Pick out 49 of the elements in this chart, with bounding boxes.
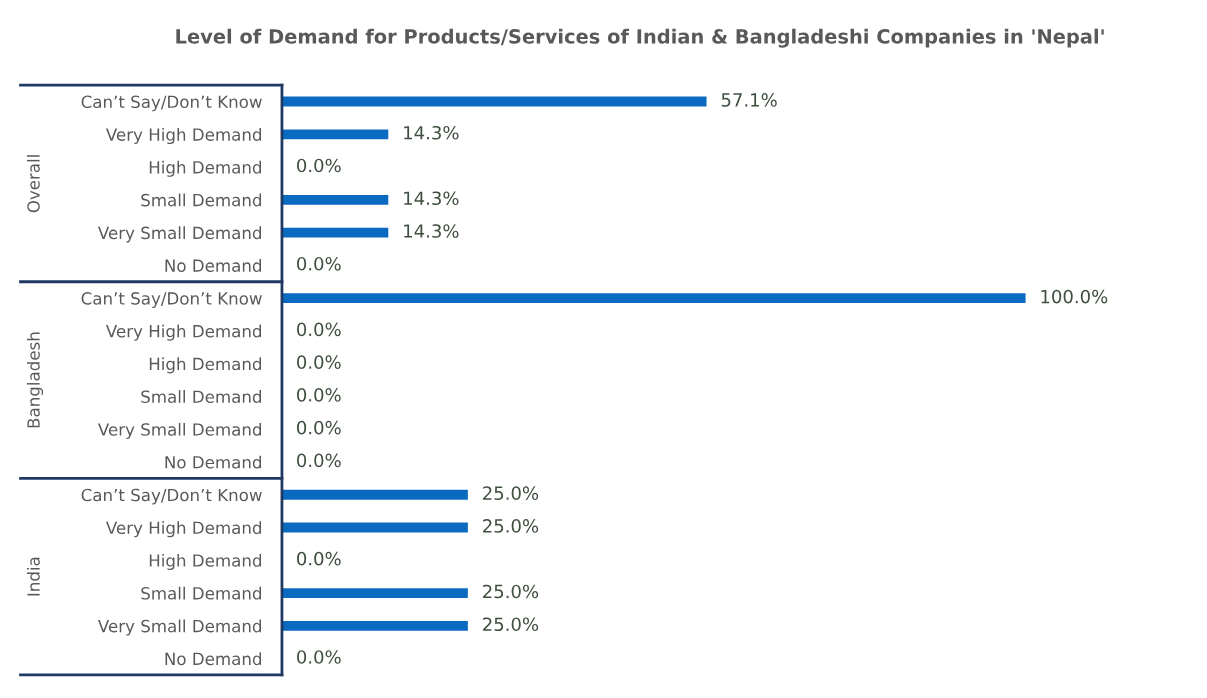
bar	[281, 620, 468, 631]
text: India	[26, 557, 40, 596]
bar	[281, 293, 1026, 304]
text: Overall	[26, 155, 40, 213]
y-tick-label: Very High Demand	[105, 324, 261, 341]
data-label: 100.0%	[1041, 289, 1108, 304]
y-tick-label: Very Small Demand	[98, 619, 261, 636]
data-label: 25.0%	[483, 584, 539, 599]
y-tick-label: Small Demand	[141, 193, 261, 207]
data-label: 0.0%	[297, 453, 341, 468]
data-label: 0.0%	[297, 650, 341, 664]
y-tick-label: Very High Demand	[105, 127, 261, 145]
y-tick-label: High Demand	[149, 160, 261, 177]
text: Bangladesh	[26, 332, 44, 428]
data-label: 0.0%	[297, 355, 341, 369]
y-tick-label: Can’t Say/Don’t Know	[81, 95, 262, 112]
y-tick-label: Small Demand	[141, 586, 261, 600]
y-tick-label: No Demand	[165, 455, 261, 469]
y-tick-label: High Demand	[149, 553, 261, 571]
bar	[281, 588, 468, 598]
data-label: 25.0%	[483, 486, 539, 500]
bar	[281, 194, 389, 205]
data-label: 0.0%	[297, 551, 341, 566]
y-tick-label: Small Demand	[141, 390, 261, 404]
y-tick-label: Can’t Say/Don’t Know	[81, 292, 262, 308]
data-label: 0.0%	[297, 420, 341, 435]
y-tick-label: No Demand	[165, 259, 261, 272]
bar	[281, 522, 468, 533]
y-tick-label: Can’t Say/Don’t Know	[81, 488, 262, 505]
data-label: 0.0%	[297, 388, 341, 402]
bar	[281, 227, 389, 238]
y-tick-label: No Demand	[165, 652, 261, 666]
data-label: 25.0%	[483, 617, 539, 632]
y-tick-label: Very High Demand	[105, 521, 261, 538]
data-label: 14.3%	[404, 224, 459, 238]
data-label: 14.3%	[404, 191, 459, 206]
data-label: 57.1%	[721, 93, 777, 107]
data-label: 25.0%	[483, 519, 539, 533]
data-label: 0.0%	[297, 322, 341, 337]
y-tick-label: Very Small Demand	[98, 422, 261, 440]
bar	[281, 489, 468, 500]
y-tick-label: Very Small Demand	[98, 226, 261, 243]
y-tick-label: High Demand	[149, 357, 261, 374]
bar	[281, 96, 707, 107]
chart-title: Level of Demand for Products/Services of Indian & Bangladeshi Companies in 'Nepal'	[176, 28, 1104, 48]
data-label: 14.3%	[404, 125, 459, 140]
data-label: 0.0%	[297, 256, 341, 271]
bar	[281, 129, 389, 140]
data-label: 0.0%	[297, 158, 341, 173]
